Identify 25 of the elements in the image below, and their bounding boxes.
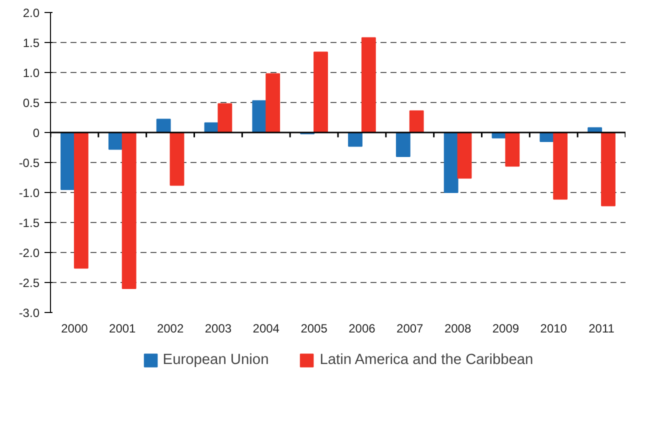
legend-label: European Union xyxy=(162,352,269,368)
y-tick-label: -3.0 xyxy=(18,306,40,320)
y-tick-label: -1.0 xyxy=(18,186,40,200)
y-tick-label: 1.5 xyxy=(22,36,40,50)
x-tick-label: 2005 xyxy=(300,322,328,336)
x-tick-label: 2004 xyxy=(252,322,280,336)
x-tick-label: 2000 xyxy=(61,322,88,336)
y-tick-label: -2.0 xyxy=(18,246,40,260)
y-tick-label: 0 xyxy=(32,126,40,140)
x-tick-label: 2001 xyxy=(109,322,136,336)
y-tick-label: -0.5 xyxy=(18,156,40,170)
x-tick-label: 2010 xyxy=(540,322,568,336)
legend-label: Latin America and the Caribbean xyxy=(320,352,534,368)
x-tick-label: 2008 xyxy=(444,322,472,336)
x-tick-label: 2002 xyxy=(156,322,184,336)
x-tick-label: 2006 xyxy=(348,322,376,336)
y-tick-label: 2.0 xyxy=(22,6,40,20)
y-tick-label: 0.5 xyxy=(22,96,40,110)
y-tick-label: -2.5 xyxy=(18,276,40,290)
x-tick-label: 2009 xyxy=(492,322,520,336)
y-tick-label: -1.5 xyxy=(18,216,40,230)
x-tick-label: 2007 xyxy=(396,322,424,336)
y-tick-label: 1.0 xyxy=(22,66,40,80)
x-tick-label: 2003 xyxy=(204,322,232,336)
x-tick-label: 2011 xyxy=(588,322,615,336)
